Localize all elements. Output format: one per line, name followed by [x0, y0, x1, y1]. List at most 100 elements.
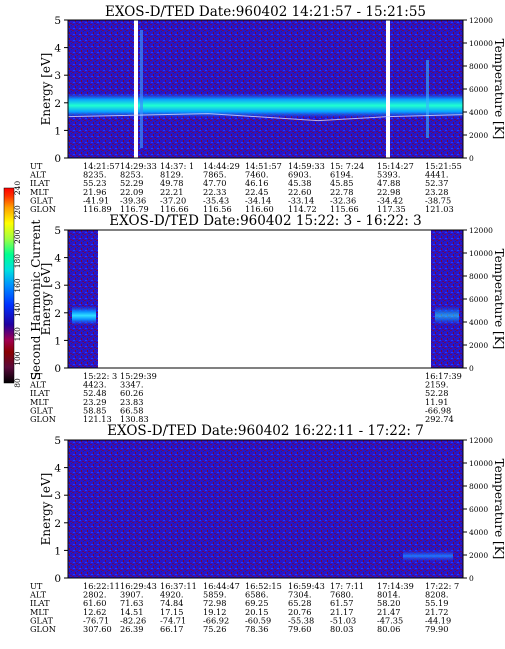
table-cell: 79.60 [288, 624, 311, 634]
y2-tick-label: 8000 [469, 62, 488, 71]
plot-area [68, 230, 463, 368]
table-cell: 60.26 [120, 388, 143, 398]
colorbar-tick-label: 220 [13, 205, 22, 220]
energy-band [68, 93, 463, 118]
table-row-label: MLT [30, 187, 49, 197]
table-cell: 15:22: 3 [83, 371, 117, 381]
table-cell: 4423. [83, 380, 106, 390]
panel-title: EXOS-D/TED Date:960402 15:22: 3 - 16:22:… [109, 213, 421, 229]
table-cell: 71.63 [120, 598, 143, 608]
table-cell: 307.60 [83, 624, 112, 634]
y2-tick-label: 10000 [469, 459, 493, 468]
table-cell: 21.17 [330, 607, 353, 617]
table-cell: 20.76 [288, 607, 311, 617]
table-row-label: ILAT [30, 388, 50, 398]
table-cell: 75.26 [203, 624, 226, 634]
spike [426, 60, 429, 138]
table-cell: 47.88 [377, 178, 400, 188]
table-cell: 22.09 [120, 187, 143, 197]
table-row-label: GLON [30, 624, 56, 634]
table-cell: 19.12 [203, 607, 226, 617]
table-cell: 2159. [425, 380, 448, 390]
y-tick-label: 5 [54, 225, 61, 237]
table-cell: 14:51:57 [245, 161, 282, 171]
spike [140, 30, 143, 148]
y2-tick-label: 0 [469, 574, 474, 583]
y-tick-label: 3 [54, 70, 61, 82]
y-axis-label: Energy [eV] [39, 473, 53, 546]
colorbar-tick-label: 140 [13, 302, 22, 317]
table-cell: 7304. [288, 590, 311, 600]
colorbar-tick-label: 200 [13, 229, 22, 244]
table-cell: 52.29 [120, 178, 143, 188]
table-cell: -33.14 [288, 195, 314, 205]
table-cell: -34.14 [245, 195, 271, 205]
y2-tick-label: 10000 [469, 39, 493, 48]
table-cell: 49.78 [160, 178, 183, 188]
table-cell: 15:29:39 [120, 371, 157, 381]
table-cell: 7865. [203, 170, 226, 180]
table-cell: -44.19 [425, 615, 451, 625]
table-cell: 121.13 [83, 414, 112, 424]
table-cell: 65.28 [288, 598, 311, 608]
table-cell: 55.23 [83, 178, 106, 188]
y-tick-label: 5 [54, 15, 61, 27]
table-cell: -74.71 [160, 615, 186, 625]
table-cell: 26.39 [120, 624, 143, 634]
table-cell: -55.38 [288, 615, 314, 625]
table-cell: 14:59:33 [288, 161, 325, 171]
data-segment-left [68, 230, 98, 368]
y2-tick-label: 8000 [469, 482, 488, 491]
table-cell: 8014. [377, 590, 400, 600]
table-cell: 61.60 [83, 598, 106, 608]
table-row-label: GLON [30, 414, 56, 424]
table-cell: 66.58 [120, 405, 143, 415]
y-tick-label: 3 [54, 490, 61, 502]
y2-tick-label: 12000 [469, 436, 493, 445]
table-cell: 11.91 [425, 397, 448, 407]
table-cell: 116.79 [120, 204, 149, 214]
panel-title: EXOS-D/TED Date:960402 16:22:11 - 17:22:… [107, 423, 424, 439]
table-cell: 52.48 [83, 388, 106, 398]
table-cell: 116.66 [160, 204, 189, 214]
y2-tick-label: 12000 [469, 226, 493, 235]
y-axis-label: Energy [eV] [39, 53, 53, 126]
table-cell: 17:14:39 [377, 581, 414, 591]
table-cell: 14.51 [120, 607, 143, 617]
table-cell: -32.36 [330, 195, 356, 205]
table-cell: 22.21 [160, 187, 183, 197]
y-tick-label: 4 [54, 463, 61, 475]
y2-tick-label: 6000 [469, 85, 488, 94]
y-tick-label: 4 [54, 43, 61, 55]
y2-tick-label: 6000 [469, 505, 488, 514]
y-tick-label: 0 [54, 573, 61, 585]
table-cell: 22.60 [288, 187, 311, 197]
table-cell: 16:52:15 [245, 581, 282, 591]
table-cell: 8235. [83, 170, 106, 180]
table-cell: -37.20 [160, 195, 186, 205]
temperature-trace [67, 113, 464, 122]
table-cell: 17: 7:11 [330, 581, 364, 591]
panel-title: EXOS-D/TED Date:960402 14:21:57 - 15:21:… [105, 4, 426, 20]
table-cell: 8208. [425, 590, 448, 600]
y-tick-label: 2 [54, 98, 61, 110]
table-cell: 17.15 [160, 607, 183, 617]
table-cell: 14:21:57 [83, 161, 120, 171]
y2-axis-label: Temperature [K] [492, 39, 505, 140]
table-cell: 79.90 [425, 624, 448, 634]
table-row-label: GLAT [30, 405, 53, 415]
data-gap [386, 20, 390, 158]
y2-tick-label: 4000 [469, 318, 488, 327]
table-cell: 16:22:11 [83, 581, 120, 591]
table-cell: 66.17 [160, 624, 183, 634]
table-cell: 15: 7:24 [330, 161, 364, 171]
colorbar-tick-label: 80 [13, 378, 22, 388]
table-row-label: ALT [29, 590, 47, 600]
table-cell: 16:29:43 [120, 581, 157, 591]
table-row-label: ALT [29, 380, 47, 390]
table-cell: 22.78 [330, 187, 353, 197]
y-tick-label: 1 [54, 545, 61, 557]
y-tick-label: 1 [54, 125, 61, 137]
